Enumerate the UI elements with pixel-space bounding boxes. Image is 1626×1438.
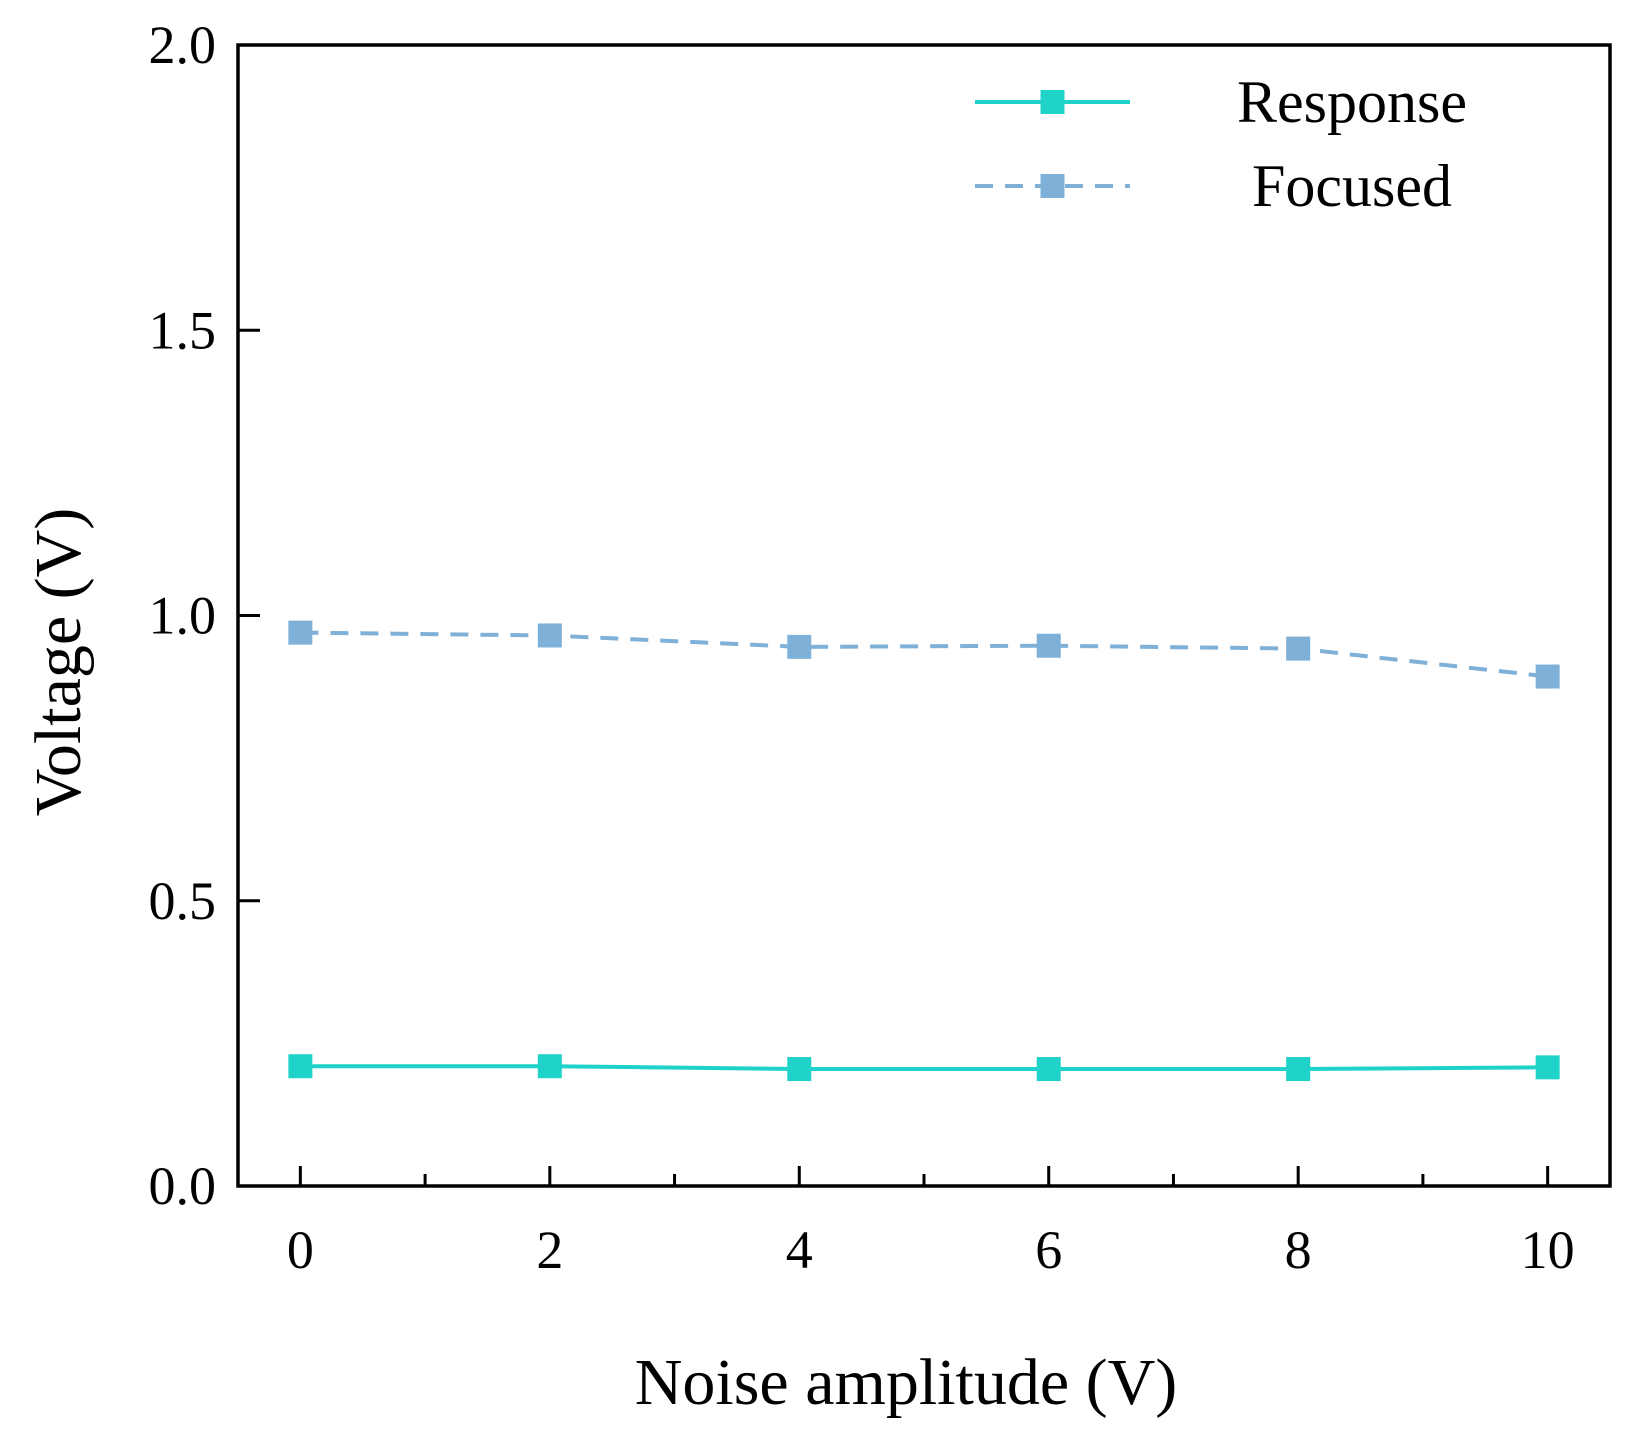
data-point-response	[1036, 1057, 1061, 1082]
legend-label-focused: Focused	[1252, 153, 1452, 219]
data-point-focused	[787, 634, 812, 659]
legend-marker-response	[1040, 90, 1065, 114]
data-point-response	[288, 1054, 313, 1079]
data-point-focused	[1036, 633, 1061, 658]
data-point-response	[1535, 1055, 1560, 1080]
data-point-response	[787, 1057, 812, 1082]
x-tick-label: 4	[786, 1220, 813, 1280]
x-tick-label: 10	[1521, 1220, 1575, 1280]
data-point-response	[537, 1054, 562, 1079]
y-tick-label: 2.0	[149, 15, 217, 75]
x-tick-label: 8	[1285, 1220, 1312, 1280]
legend: Response Focused	[975, 69, 1467, 219]
y-tick-label: 1.0	[149, 586, 217, 646]
data-point-focused	[1286, 636, 1311, 661]
legend-marker-focused	[1040, 174, 1065, 198]
plot-frame-layer	[236, 43, 1612, 1188]
y-tick-label: 0.0	[149, 1156, 217, 1216]
y-tick-label: 0.5	[149, 871, 217, 931]
legend-label-response: Response	[1237, 69, 1467, 135]
y-axis-title: Voltage (V)	[22, 508, 95, 817]
x-tick-label: 6	[1035, 1220, 1062, 1280]
data-point-response	[1286, 1057, 1311, 1082]
series-layer	[288, 620, 1560, 1082]
x-tick-label: 0	[287, 1220, 314, 1280]
data-point-focused	[537, 623, 562, 648]
x-tick-label: 2	[536, 1220, 563, 1280]
tick-layer: 0.0 0.5 1.0 1.5 2.0 0 2 4 6 8 10	[149, 15, 1575, 1280]
series-line-response	[300, 1064, 1548, 1071]
plot-frame	[236, 43, 1612, 1188]
y-tick-label: 1.5	[149, 300, 217, 360]
x-axis-title: Noise amplitude (V)	[635, 1346, 1178, 1419]
data-point-focused	[1535, 664, 1560, 689]
data-point-focused	[288, 620, 313, 645]
